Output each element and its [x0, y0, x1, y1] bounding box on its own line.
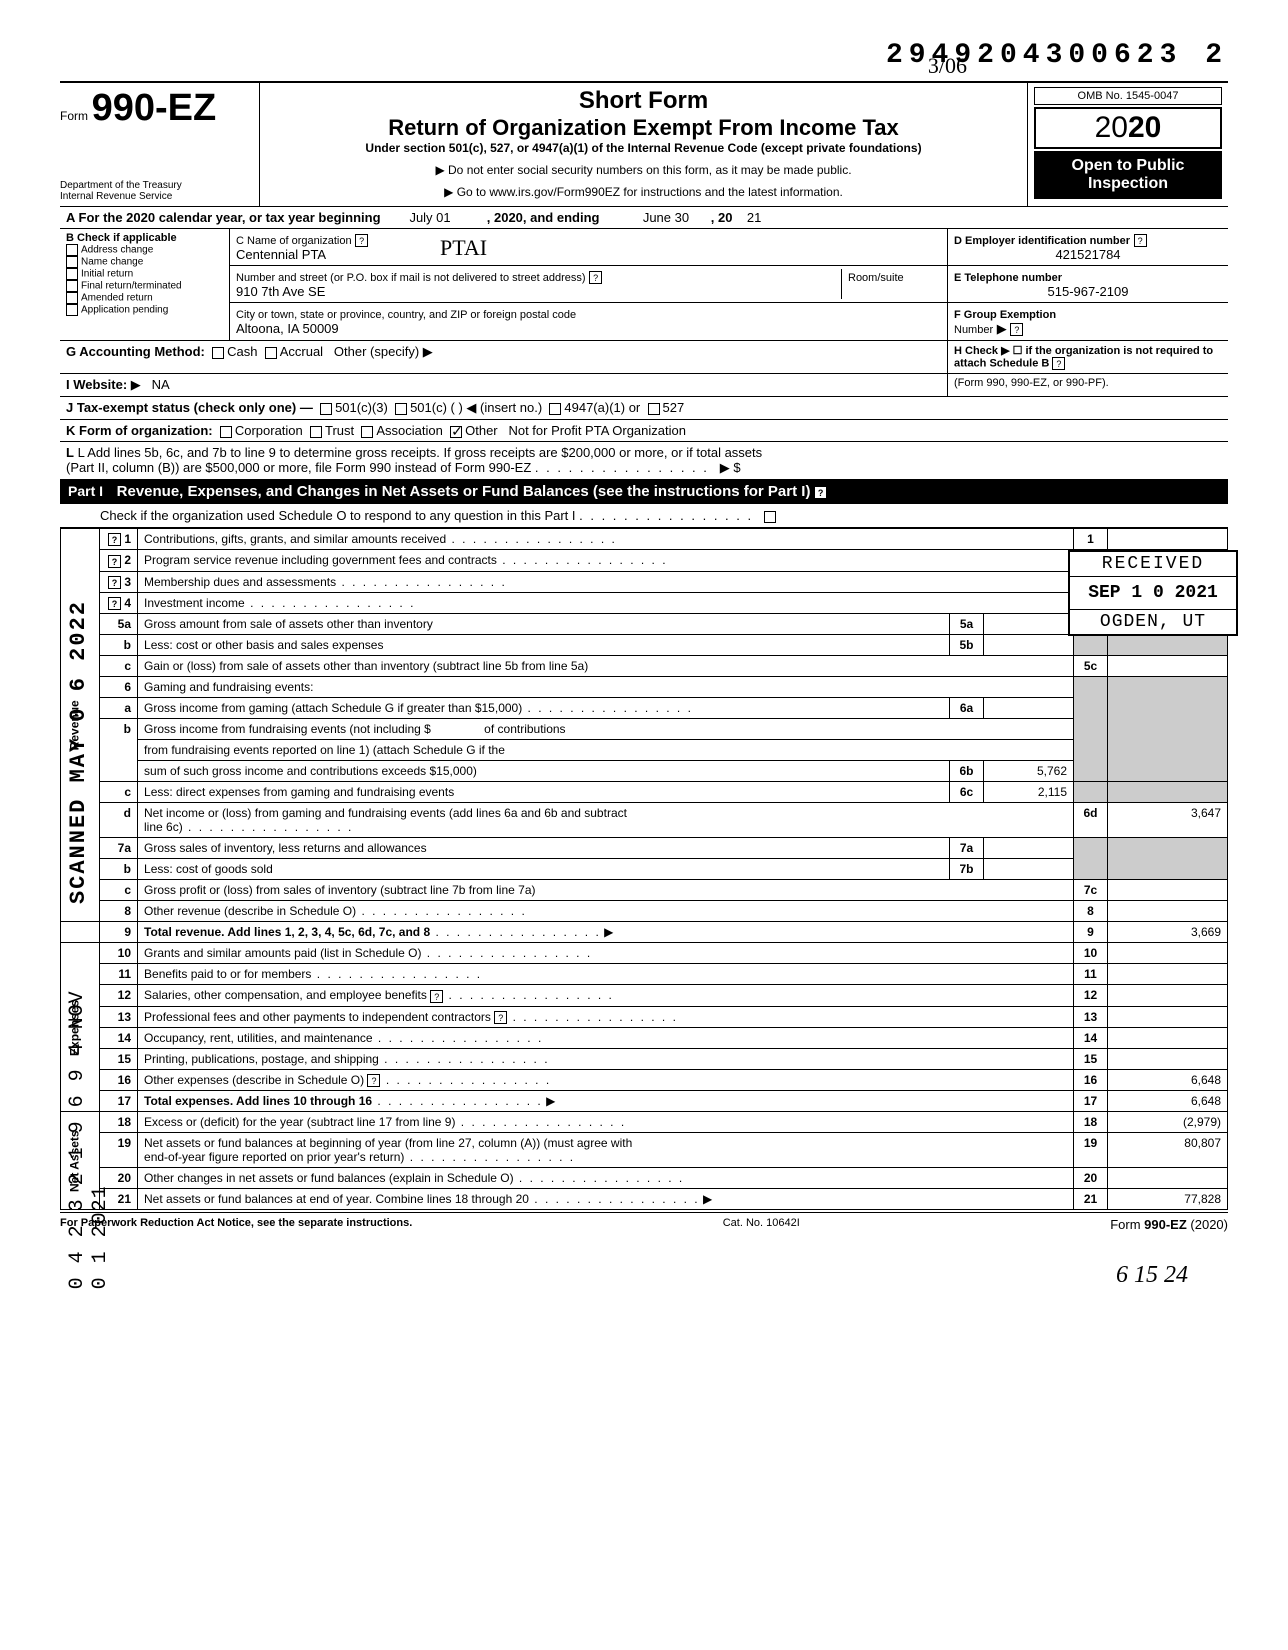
- line-k-label: K Form of organization:: [66, 423, 213, 438]
- amt-21: 77,828: [1108, 1189, 1228, 1210]
- omb-number: OMB No. 1545-0047: [1034, 87, 1222, 105]
- section-c-label: C Name of organization: [236, 235, 352, 247]
- amt-16: 6,648: [1108, 1070, 1228, 1091]
- section-e-label: E Telephone number: [954, 272, 1062, 284]
- netassets-label: Net Assets: [61, 1112, 100, 1210]
- org-type-other: Not for Profit PTA Organization: [508, 423, 686, 438]
- instr-ssn: Do not enter social security numbers on …: [268, 163, 1019, 177]
- checkbox-501c3[interactable]: [320, 403, 332, 415]
- line-l-1: L Add lines 5b, 6c, and 7b to line 9 to …: [78, 445, 763, 460]
- checkbox-cash[interactable]: [212, 347, 224, 359]
- amt-17: 6,648: [1108, 1091, 1228, 1112]
- handwritten-ptai: PTAI: [440, 235, 487, 261]
- section-f-sub: Number: [954, 324, 993, 336]
- help-icon: ?: [1134, 234, 1147, 247]
- tax-year: 2020: [1034, 107, 1222, 149]
- line-a-prefix: A For the 2020 calendar year, or tax yea…: [66, 210, 381, 225]
- checkbox-name-change[interactable]: [66, 256, 78, 268]
- checkbox-address-change[interactable]: [66, 244, 78, 256]
- part1-check-line: Check if the organization used Schedule …: [100, 508, 576, 523]
- part1-header: Part I Revenue, Expenses, and Changes in…: [60, 479, 1228, 504]
- website-value: NA: [152, 377, 170, 392]
- help-icon: ?: [1010, 323, 1023, 336]
- amt-18: (2,979): [1108, 1112, 1228, 1133]
- checkbox-527[interactable]: [648, 403, 660, 415]
- line-l-arrow: ▶ $: [720, 460, 741, 475]
- checkbox-accrual[interactable]: [265, 347, 277, 359]
- org-city: Altoona, IA 50009: [236, 321, 339, 336]
- checkbox-other[interactable]: [450, 426, 462, 438]
- form-number: 990-EZ: [92, 87, 217, 129]
- page-footer: For Paperwork Reduction Act Notice, see …: [60, 1212, 1228, 1232]
- title-main: Return of Organization Exempt From Incom…: [268, 115, 1019, 141]
- amt-6d: 3,647: [1108, 803, 1228, 838]
- checkbox-final-return[interactable]: [66, 280, 78, 292]
- dept-irs: Internal Revenue Service: [60, 191, 253, 202]
- amt-19: 80,807: [1108, 1133, 1228, 1168]
- checkbox-4947[interactable]: [549, 403, 561, 415]
- org-name: Centennial PTA: [236, 247, 326, 262]
- checkbox-initial-return[interactable]: [66, 268, 78, 280]
- subtitle: Under section 501(c), 527, or 4947(a)(1)…: [268, 141, 1019, 155]
- accounting-other: Other (specify): [334, 344, 419, 359]
- org-street: 910 7th Ave SE: [236, 284, 325, 299]
- checkbox-amended-return[interactable]: [66, 292, 78, 304]
- document-code: 2949204300623 2: [60, 40, 1228, 71]
- section-d-label: D Employer identification number: [954, 235, 1130, 247]
- checkbox-schedule-o[interactable]: [764, 511, 776, 523]
- revenue-label: Revenue: [61, 529, 100, 922]
- help-icon: ?: [1052, 357, 1065, 370]
- line-g-label: G Accounting Method:: [66, 344, 205, 359]
- checkbox-501c[interactable]: [395, 403, 407, 415]
- expenses-label: Expenses: [61, 943, 100, 1112]
- part1-table: Revenue ? 1 Contributions, gifts, grants…: [60, 528, 1228, 1210]
- line-j-label: J Tax-exempt status (check only one) —: [66, 400, 313, 415]
- help-icon: ?: [814, 486, 827, 499]
- handwritten-bottom: 6 15 24: [60, 1262, 1228, 1289]
- line-h-sub: (Form 990, 990-EZ, or 990-PF).: [954, 377, 1109, 389]
- checkbox-corp[interactable]: [220, 426, 232, 438]
- received-stamp: RECEIVED SEP 1 0 2021 OGDEN, UT: [1068, 550, 1238, 636]
- open-public-1: Open to Public: [1038, 157, 1218, 175]
- telephone: 515-967-2109: [954, 284, 1222, 299]
- section-f-label: F Group Exemption: [954, 309, 1056, 321]
- form-header: Form 990-EZ Department of the Treasury I…: [60, 81, 1228, 206]
- room-label: Room/suite: [848, 272, 904, 284]
- section-b-label: B Check if applicable: [66, 232, 177, 244]
- dept-treasury: Department of the Treasury: [60, 180, 253, 191]
- checkbox-trust[interactable]: [310, 426, 322, 438]
- checkbox-assoc[interactable]: [361, 426, 373, 438]
- line-i-label: I Website:: [66, 377, 127, 392]
- form-prefix: Form: [60, 109, 88, 123]
- street-label: Number and street (or P.O. box if mail i…: [236, 272, 586, 284]
- line-l-2: (Part II, column (B)) are $500,000 or mo…: [66, 460, 531, 475]
- line-a-end-prefix: , 20: [711, 210, 733, 225]
- amt-6c: 2,115: [984, 782, 1074, 803]
- handwritten-306: 3/06: [928, 53, 967, 79]
- tax-year-end-month: June 30: [643, 210, 689, 225]
- help-icon: ?: [589, 271, 602, 284]
- ein: 421521784: [954, 247, 1222, 262]
- amt-9: 3,669: [1108, 922, 1228, 943]
- form-page: 2949204300623 2 SCANNED MAY 0 6 2022 0 4…: [60, 40, 1228, 1289]
- open-public-2: Inspection: [1038, 175, 1218, 193]
- instr-url: Go to www.irs.gov/Form990EZ for instruct…: [268, 185, 1019, 199]
- city-label: City or town, state or province, country…: [236, 309, 576, 321]
- line-h-label: H Check ▶ ☐ if the organization is not r…: [954, 345, 1213, 369]
- help-icon: ?: [355, 234, 368, 247]
- line-a-mid: , 2020, and ending: [487, 210, 600, 225]
- title-short: Short Form: [268, 87, 1019, 115]
- tax-year-end-yy: 21: [747, 210, 761, 225]
- checkbox-application-pending[interactable]: [66, 304, 78, 316]
- amt-6b: 5,762: [984, 761, 1074, 782]
- tax-year-begin: July 01: [409, 210, 450, 225]
